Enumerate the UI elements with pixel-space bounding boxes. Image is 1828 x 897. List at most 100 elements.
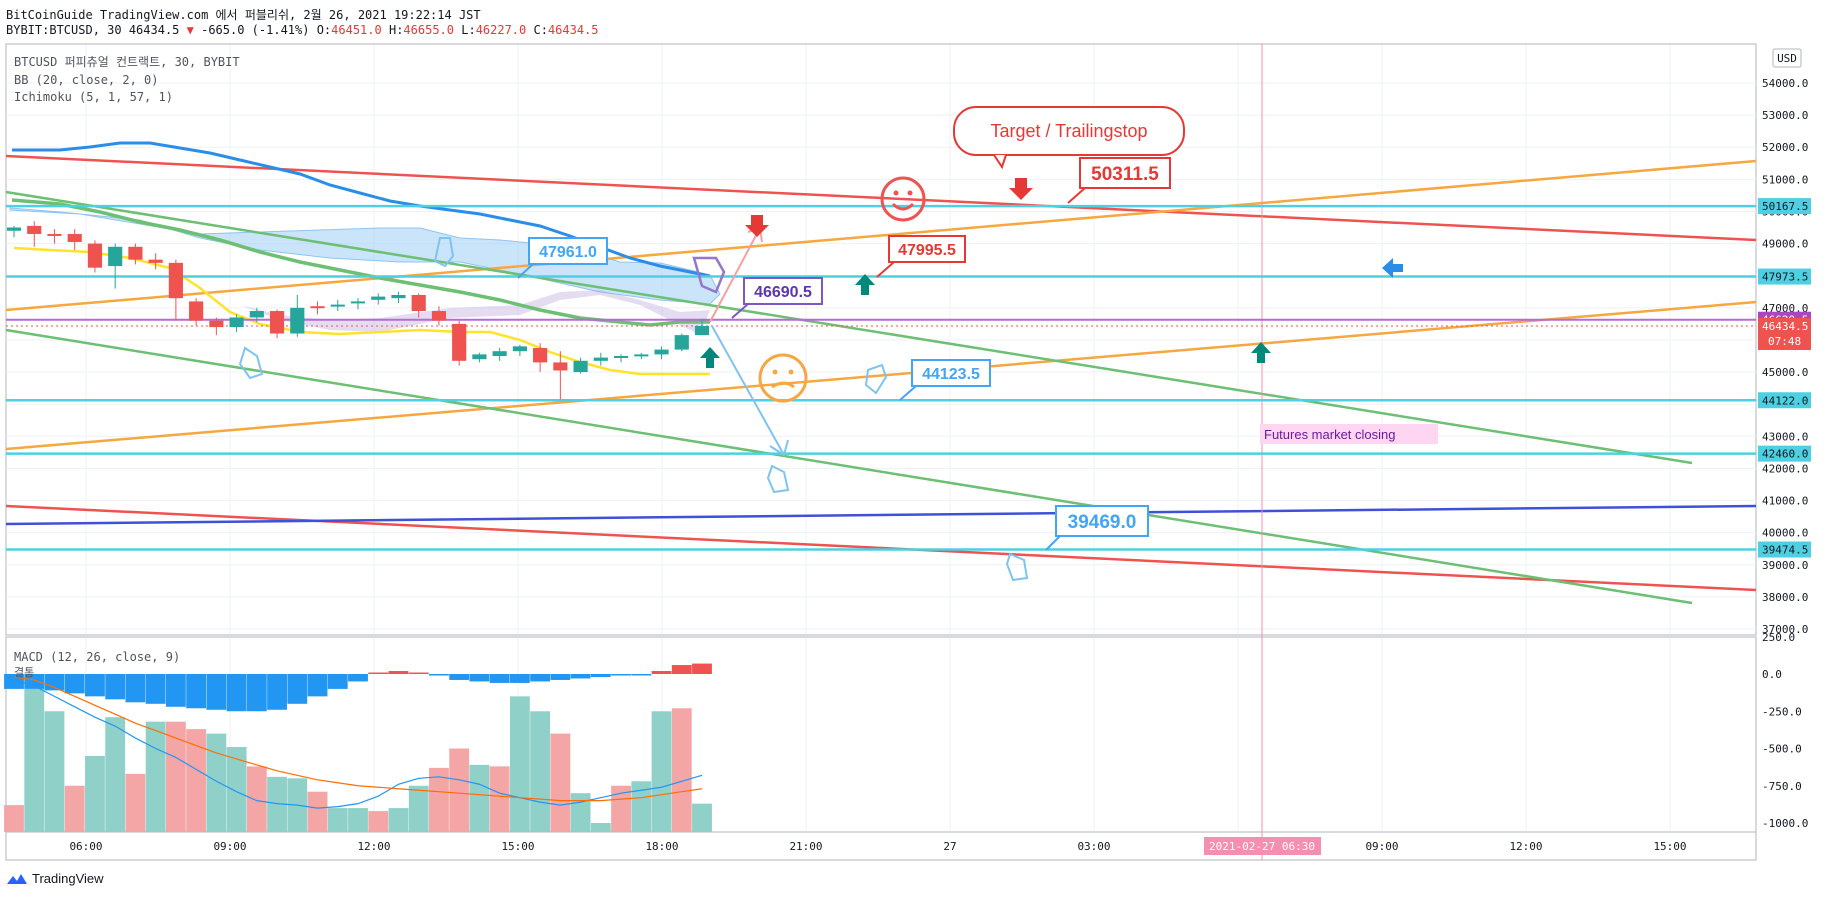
candle-body: [694, 326, 710, 336]
tradingview-logo-icon: [7, 874, 27, 884]
macd-momentum-bar: [570, 674, 591, 679]
candle-body: [148, 259, 163, 263]
level-badge: [1758, 392, 1811, 409]
low-label: L:: [461, 23, 476, 37]
target-text: Target / Trailingstop: [990, 121, 1147, 141]
hand-pointer-icon: [238, 346, 264, 380]
level-badge-label: 39474.5: [1762, 544, 1808, 557]
macd-histogram-bar: [4, 805, 24, 832]
candle-body: [189, 301, 204, 321]
high-label: H:: [388, 23, 404, 37]
blue-box-price-2: 44123.5: [922, 366, 980, 383]
blue-trend-line[interactable]: [5, 504, 1757, 526]
hand-pointer-purple-icon: [692, 256, 726, 294]
time-axis-labels: 06:0009:0012:0015:0018:0021:002703:0006:…: [69, 837, 1687, 855]
macd-momentum-bar: [186, 674, 207, 709]
price-callout-50311: 50311.5: [1067, 157, 1171, 204]
price-tick-label: 47000.0: [1762, 302, 1808, 315]
macd-histogram-bar: [186, 729, 207, 832]
bb-lower-line: [13, 246, 710, 376]
macd-momentum-bar: [429, 674, 449, 676]
macd-histogram-bar: [611, 785, 631, 832]
macd-histogram-bar: [44, 711, 65, 832]
macd-momentum-bar: [590, 674, 611, 677]
macd-histogram-bar: [327, 808, 348, 832]
candle-body: [492, 351, 507, 356]
blue-box-price-3: 39469.0: [1068, 512, 1137, 533]
time-tick-label: 09:00: [213, 840, 246, 853]
hand-pointer-icon: [766, 464, 790, 494]
time-tick-label: 18:00: [645, 840, 678, 853]
candle-body: [209, 320, 224, 328]
price-tick-label: 45000.0: [1762, 366, 1808, 379]
candle-body: [613, 356, 629, 358]
macd-momentum-bar: [388, 671, 409, 674]
time-tick-label: 03:00: [1077, 840, 1110, 853]
macd-histogram-bar: [671, 708, 692, 832]
macd-histogram-bar: [590, 823, 611, 832]
currency-badge[interactable]: USD: [1772, 48, 1802, 68]
macd-momentum-bar: [44, 674, 65, 691]
orange-channel-lower[interactable]: [5, 300, 1757, 451]
ohlc-bar: BYBIT:BTCUSD, 30 46434.5 ▼ -665.0 (-1.41…: [6, 23, 599, 37]
macd-histogram-bar: [408, 785, 429, 832]
macd-momentum-bar: [611, 674, 631, 676]
candle-body: [47, 233, 62, 236]
green-channel-upper[interactable]: [5, 190, 1693, 465]
time-axis[interactable]: [5, 831, 1757, 861]
macd-tick-label: -250.0: [1762, 705, 1802, 718]
price-tick-label: 42000.0: [1762, 462, 1808, 475]
macd-momentum-bar: [64, 674, 85, 694]
candle-body: [168, 262, 183, 299]
price-tick-label: 53000.0: [1762, 109, 1808, 122]
candle-body: [533, 347, 548, 363]
countdown-label: 07:48: [1768, 335, 1801, 348]
price-callout-39469: 39469.0: [1045, 505, 1149, 551]
left-arrow-marker-icon: [1382, 258, 1403, 278]
macd-series: [4, 663, 712, 832]
signal-line: [13, 676, 703, 802]
change-arrow-icon: ▼: [186, 23, 194, 37]
projection-down-arrow: [711, 325, 785, 456]
candle-body: [391, 294, 406, 299]
macd-tick-label: 0.0: [1762, 668, 1782, 681]
high-value: 46655.0: [403, 23, 454, 37]
price-axis[interactable]: 37000.0 38000.0 39000.0 40000.0 41000.0 42000…: [1757, 44, 1828, 832]
macd-histogram-bar: [226, 747, 247, 832]
candles: [6, 221, 710, 400]
orange-channel-upper[interactable]: [5, 159, 1757, 312]
projection-up-arrow: [709, 227, 761, 323]
candle-body: [229, 317, 244, 328]
macd-momentum-bar: [530, 674, 551, 682]
level-badge: [1758, 445, 1811, 462]
price-tick-label: 52000.0: [1762, 141, 1808, 154]
futures-closing-label: Futures market closing: [1260, 424, 1438, 444]
candle-body: [6, 227, 22, 231]
macd-tick-label: -750.0: [1762, 780, 1802, 793]
macd-momentum-bar: [489, 674, 510, 683]
candle-body: [249, 311, 264, 318]
price-callout-46690: 46690.5: [731, 277, 823, 319]
down-arrow-marker-icon: [1009, 178, 1033, 200]
time-tick-label: 09:00: [1365, 840, 1398, 853]
low-value: 46227.0: [475, 23, 527, 37]
macd-histogram-bar: [631, 781, 652, 832]
macd-momentum-bar: [692, 663, 712, 674]
macd-histogram-bar: [105, 717, 126, 832]
tradingview-footer[interactable]: TradingView: [0, 868, 300, 892]
time-tick-label: 12:00: [1509, 840, 1542, 853]
candle-body: [452, 323, 467, 361]
chart-header: BitCoinGuide TradingView.com 에서 퍼블리쉬, 2월…: [0, 0, 1828, 44]
time-tick-label: 15:00: [501, 840, 534, 853]
macd-histogram-bar: [509, 696, 530, 832]
dizzy-face-icon: [758, 353, 808, 403]
last-price-badge: [1758, 317, 1811, 350]
macd-momentum-bar: [469, 674, 490, 682]
price-tick-label: 39000.0: [1762, 559, 1808, 572]
macd-histogram-bar: [246, 766, 267, 832]
macd-histogram-bar: [429, 767, 449, 832]
macd-momentum-bar: [165, 674, 186, 707]
green-channel-lower[interactable]: [5, 328, 1693, 605]
candle-body: [654, 349, 669, 355]
